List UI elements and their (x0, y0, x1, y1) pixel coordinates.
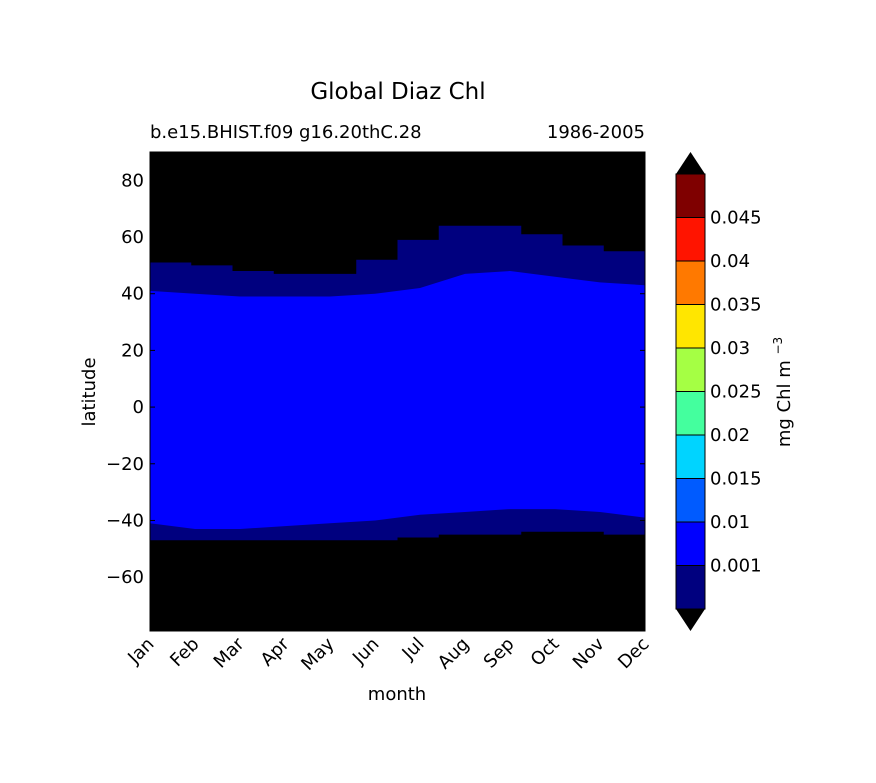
colorbar: 0.001 0.01 0.015 0.02 0.025 0.03 0.035 0.04 0.04… (675, 152, 795, 631)
colorbar-under-arrow (676, 609, 705, 631)
colorbar-cell (676, 174, 705, 218)
plot-area (149, 151, 646, 632)
colorbar-cell (676, 435, 705, 479)
colorbar-cell (676, 304, 705, 348)
colorbar-cell (676, 261, 705, 305)
x-tick-label: Feb (166, 634, 203, 671)
colorbar-tick-label: 0.01 (710, 512, 750, 533)
x-tick-label: May (297, 633, 338, 674)
y-tick-label: 20 (121, 340, 144, 361)
y-tick-label: 0 (133, 397, 144, 418)
colorbar-tick-label: 0.03 (710, 338, 750, 359)
colorbar-tick-label: 0.045 (710, 208, 762, 229)
colorbar-cell (676, 565, 705, 609)
y-axis-label: latitude (79, 357, 100, 426)
colorbar-cell (676, 348, 705, 392)
colorbar-cell (676, 478, 705, 522)
colorbar-label: mg Chl m −3 (771, 337, 795, 447)
y-tick-label: 80 (121, 170, 144, 191)
chart-title: Global Diaz Chl (310, 79, 485, 105)
band-0.01-region (150, 271, 645, 529)
x-tick-label: Jan (123, 634, 158, 669)
colorbar-cell (676, 217, 705, 261)
y-axis: 80 60 40 20 0 −20 −40 −60 (106, 170, 645, 588)
y-tick-label: −60 (106, 567, 144, 588)
x-tick-label: Aug (434, 634, 474, 674)
x-tick-label: Oct (527, 634, 564, 671)
x-tick-label: Mar (210, 633, 249, 672)
x-tick-label: Jul (398, 634, 429, 665)
x-tick-label: Apr (257, 633, 294, 670)
y-tick-label: 40 (121, 284, 144, 305)
colorbar-cell (676, 391, 705, 435)
chart-subtitle-left: b.e15.BHIST.f09 g16.20thC.28 (150, 122, 422, 143)
x-tick-label: Dec (614, 634, 653, 673)
colorbar-tick-label: 0.001 (710, 556, 762, 577)
x-tick-label: Sep (480, 634, 519, 673)
x-axis-label: month (368, 684, 426, 705)
chart-subtitle-right: 1986-2005 (547, 122, 645, 143)
x-tick-label: Jun (348, 634, 383, 669)
y-tick-label: −20 (106, 454, 144, 475)
colorbar-cell (676, 522, 705, 566)
x-tick-label: Nov (569, 633, 609, 673)
colorbar-tick-label: 0.04 (710, 251, 750, 272)
plot-frame (149, 151, 646, 632)
colorbar-tick-label: 0.015 (710, 469, 762, 490)
colorbar-tick-label: 0.035 (710, 295, 762, 316)
y-tick-label: 60 (121, 227, 144, 248)
colorbar-over-arrow (676, 152, 705, 174)
colorbar-tick-label: 0.025 (710, 382, 762, 403)
colorbar-tick-label: 0.02 (710, 425, 750, 446)
y-tick-label: −40 (106, 510, 144, 531)
